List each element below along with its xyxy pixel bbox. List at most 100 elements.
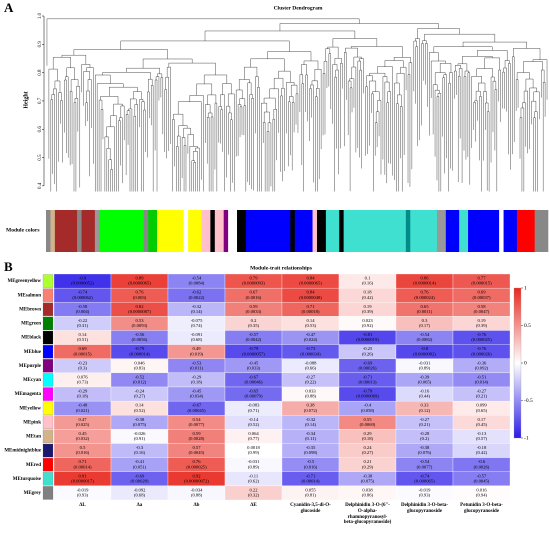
cell-value: 0.1 [365, 276, 371, 281]
cell-p-value: (0.88) [191, 493, 203, 498]
cell-value: -0.16 [420, 389, 430, 394]
cell-value: -0.27 [420, 417, 430, 422]
cell-p-value: (0.57) [476, 436, 488, 441]
cell-value: -0.76 [477, 346, 487, 351]
cell-value: 0.69 [78, 346, 87, 351]
heatmap-title: Module-trait relationships [250, 265, 312, 271]
module-color [339, 210, 344, 252]
cell-value: 0.5 [80, 445, 86, 450]
cell-p-value: (0.032) [76, 436, 90, 441]
y-tick-label: 1.0 [38, 12, 43, 19]
cell-p-value: (0.94) [476, 493, 488, 498]
cell-p-value: (0.83) [134, 365, 146, 370]
cell-value: -0.35 [306, 445, 316, 450]
cell-value: -0.62 [192, 290, 202, 295]
module-color [459, 210, 469, 252]
cell-p-value: (0.021) [76, 408, 90, 413]
cell-value: 0.49 [192, 346, 201, 351]
cell-p-value: (0.91) [134, 436, 146, 441]
cell-value: -0.6 [478, 459, 486, 464]
cell-value: -0.4 [364, 403, 372, 408]
cell-p-value: (0.00000072) [184, 478, 209, 483]
cell-p-value: (0.000025) [471, 337, 492, 342]
cell-p-value: (0.0000065) [128, 281, 151, 286]
cell-value: 0.76 [192, 459, 201, 464]
panel-label: B [4, 259, 13, 274]
module-color [534, 210, 549, 252]
y-tick-label: 0.6 [38, 126, 43, 133]
cell-value: -0.27 [477, 389, 487, 394]
row-color [42, 486, 54, 500]
cell-p-value: (0.0077) [189, 422, 205, 427]
cell-value: 0.59 [192, 431, 201, 436]
cell-value: -0.48 [78, 403, 88, 408]
cell-value: 0.76 [420, 290, 429, 295]
cell-p-value: (0.0000019) [356, 337, 379, 342]
cell-value: -0.54 [192, 276, 202, 281]
cell-value: 0.24 [363, 445, 372, 450]
cell-value: -0.019 [419, 487, 432, 492]
row-color [42, 401, 54, 415]
cell-p-value: (0.0045) [189, 450, 205, 455]
cell-value: 0.77 [477, 276, 486, 281]
cell-value: -0.53 [192, 360, 202, 365]
cell-p-value: (0.00045) [188, 408, 206, 413]
module-color [503, 210, 518, 252]
cell-p-value: (0.000024) [414, 295, 435, 300]
cell-p-value: (0.74) [191, 323, 203, 328]
cell-value: -0.23 [78, 360, 88, 365]
cell-value: -0.11 [249, 473, 259, 478]
cell-value: -0.45 [249, 360, 259, 365]
cell-p-value: (0.075) [133, 422, 147, 427]
cell-value: -0.14 [249, 417, 259, 422]
y-tick-label: 0.4 [38, 182, 43, 189]
row-label: MEbrown [19, 307, 41, 312]
cell-value: 0.54 [192, 417, 201, 422]
cell-p-value: (0.0082) [417, 337, 433, 342]
row-color [42, 387, 54, 401]
column-label: Δb [193, 503, 200, 508]
cell-value: 0.038 [362, 487, 373, 492]
cell-p-value: (0.00014) [302, 478, 320, 483]
cell-p-value: (0.092) [475, 365, 489, 370]
cell-value: -0.8 [421, 346, 429, 351]
color-bar-tick-label: -1 [524, 435, 529, 441]
module-color [228, 210, 238, 252]
y-tick-label: 0.9 [38, 41, 43, 48]
cell-value: -0.5 [307, 459, 315, 464]
cell-p-value: (0.00013) [359, 380, 377, 385]
row-label: MEcyan [23, 378, 41, 383]
row-color [42, 330, 54, 345]
cell-p-value: (0.075) [361, 478, 375, 483]
row-label: MEgrey [24, 491, 42, 496]
cell-value: 0.38 [306, 403, 315, 408]
dendrogram [46, 18, 548, 192]
cell-p-value: (0.076) [418, 450, 432, 455]
cell-value: 0.2 [251, 318, 257, 323]
module-color [237, 210, 247, 252]
cell-value: 0.14 [135, 403, 144, 408]
cell-p-value: (0.0000048) [299, 295, 322, 300]
column-label: Delphinidin 3-O-(6''-O-alpha-rhamnopyran… [343, 503, 392, 526]
cell-p-value: (0.0093) [132, 323, 148, 328]
cell-p-value: (0.00046) [245, 380, 263, 385]
cell-value: -0.019 [77, 487, 90, 492]
cell-p-value: (0.92) [362, 323, 374, 328]
module-color [343, 210, 407, 252]
cell-p-value: (0.0000093) [242, 281, 265, 286]
cell-value: 0.57 [192, 445, 201, 450]
cell-value: -0.3 [136, 445, 144, 450]
color-bar-tick-label: 0 [524, 360, 527, 366]
cell-p-value: (0.000014) [129, 351, 150, 356]
cell-value: 0.29 [363, 431, 372, 436]
module-color [312, 210, 318, 252]
cell-value: -0.81 [363, 332, 373, 337]
cell-value: -0.79 [135, 346, 145, 351]
cell-value: 0.71 [78, 459, 87, 464]
cell-p-value: (0.14) [305, 422, 317, 427]
cell-p-value: (0.000062) [72, 295, 93, 300]
row-label: MEgreenyellow [7, 279, 41, 284]
cell-p-value: (0.098) [304, 450, 318, 455]
cell-p-value: (0.0028) [189, 436, 205, 441]
